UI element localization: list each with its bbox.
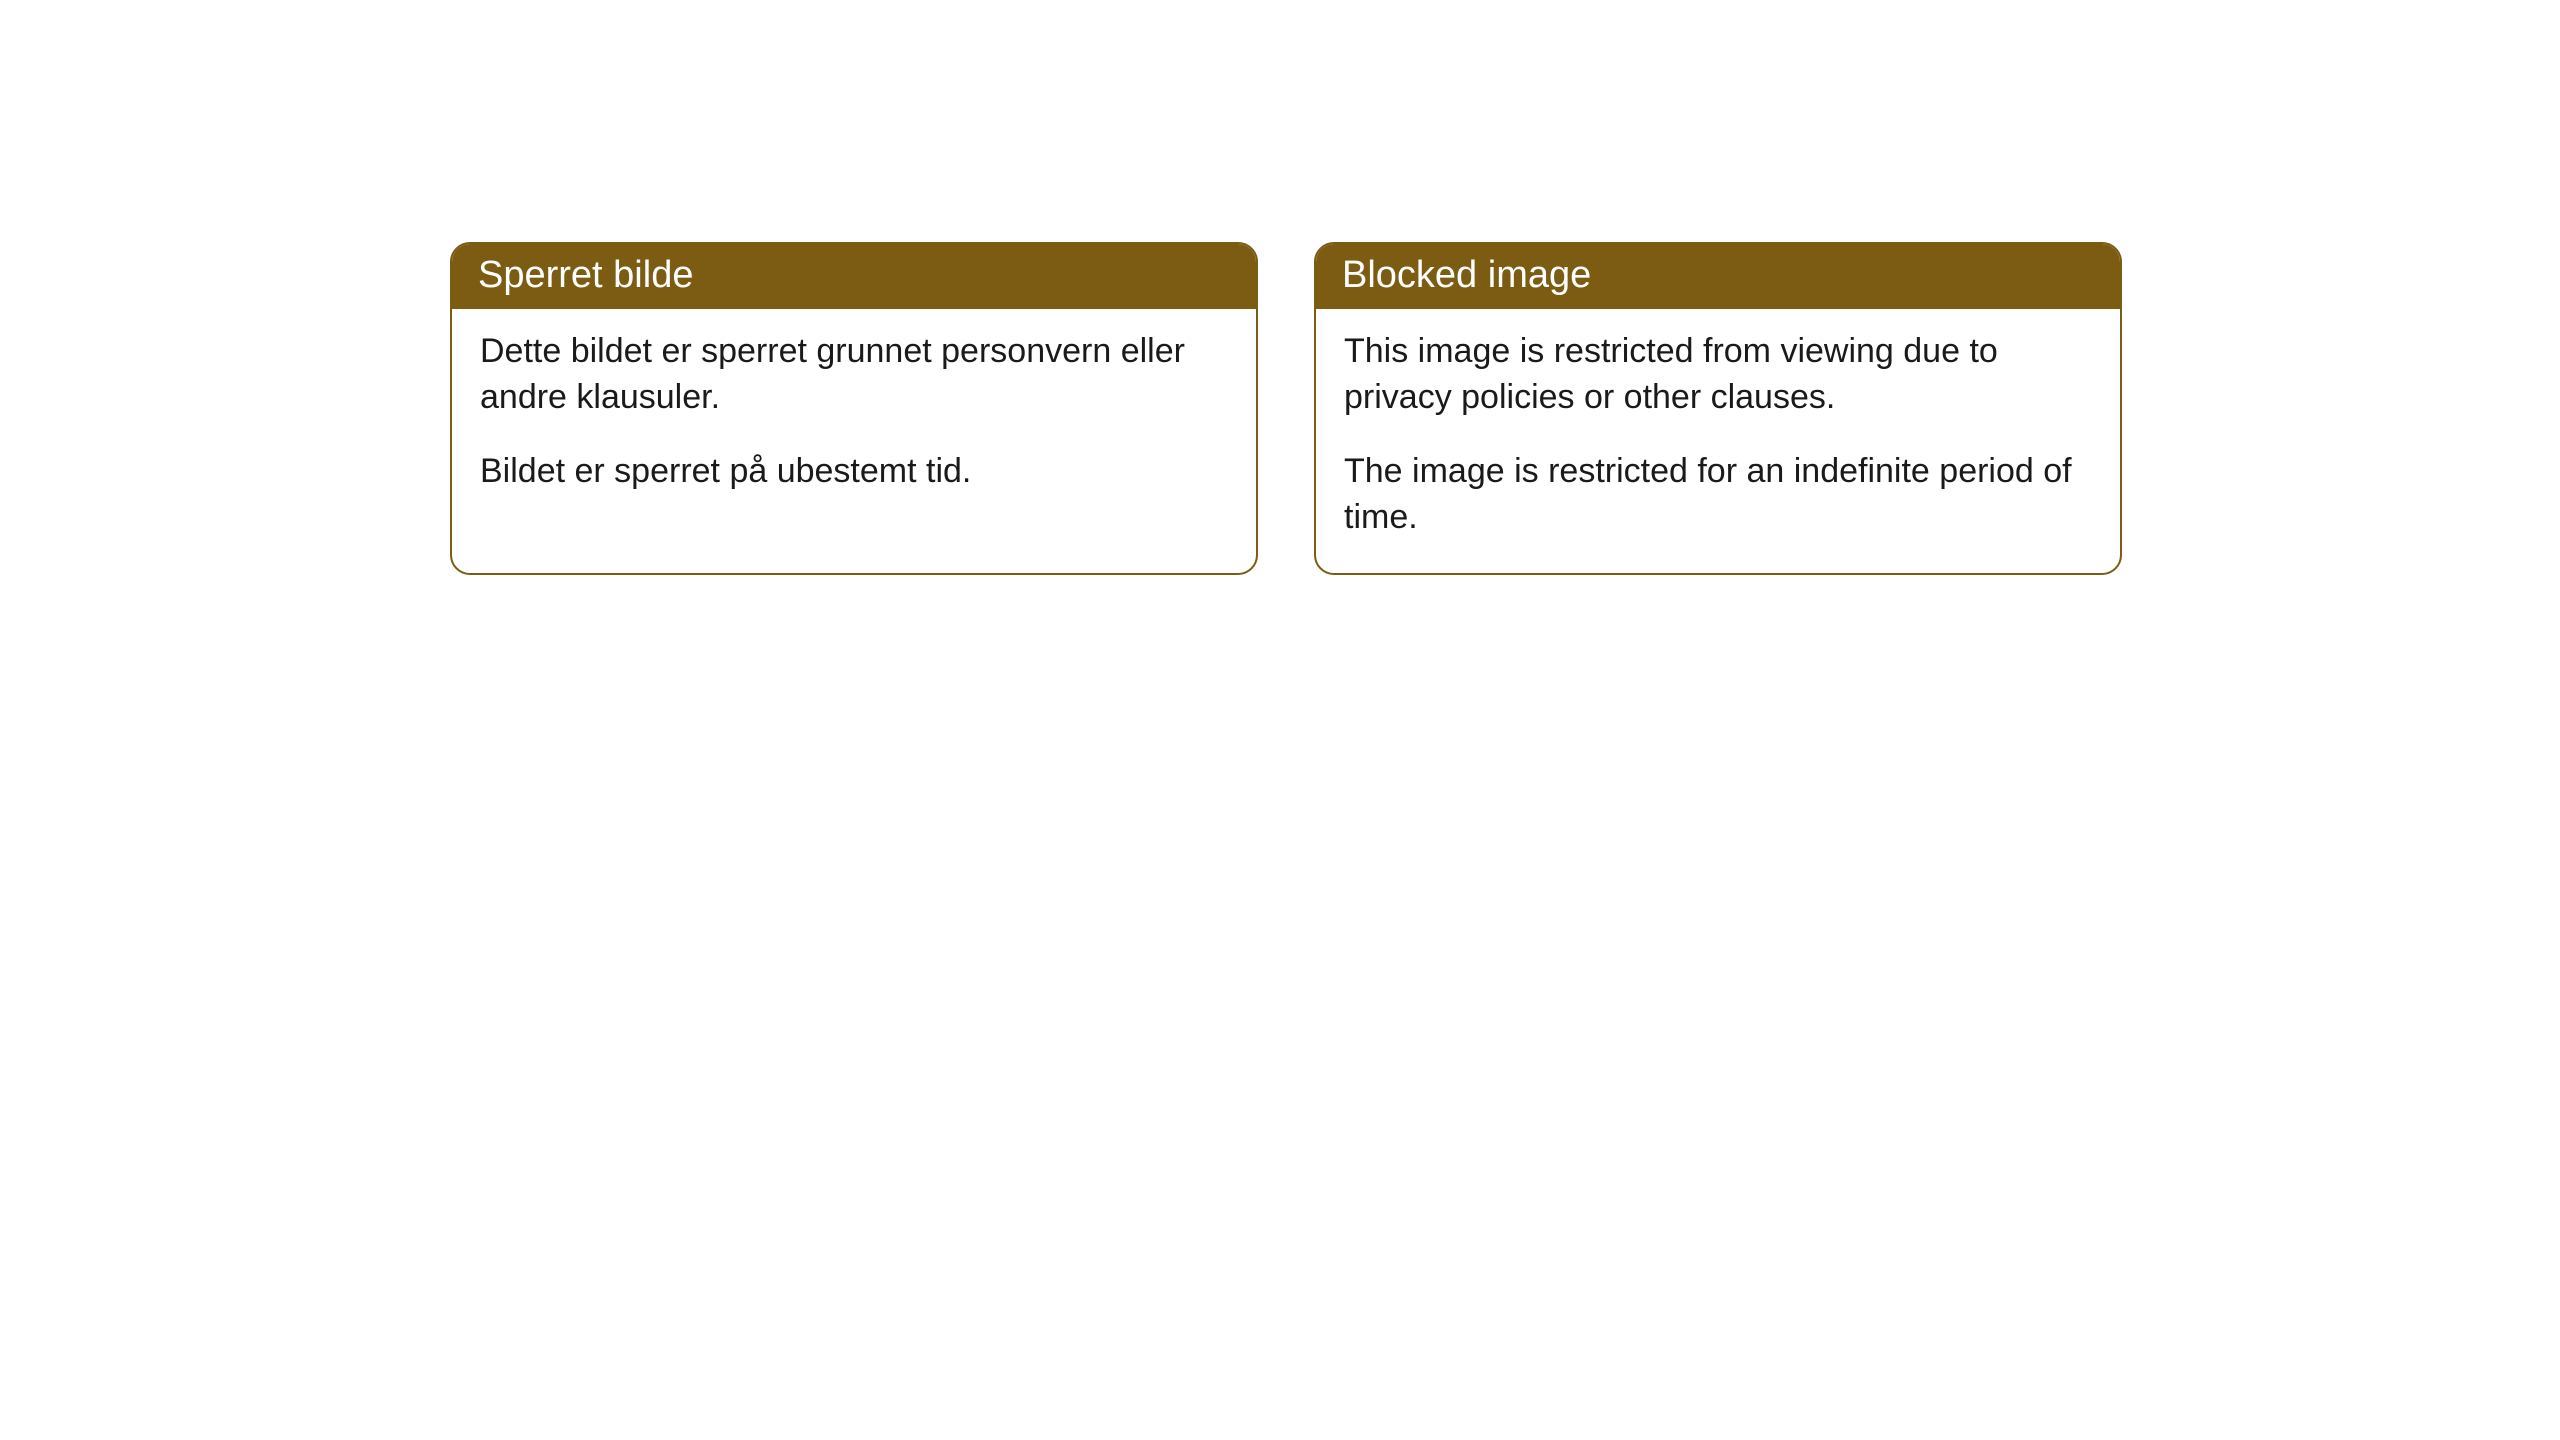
card-paragraph: The image is restricted for an indefinit… [1344,449,2092,541]
card-paragraph: This image is restricted from viewing du… [1344,329,2092,421]
card-body: This image is restricted from viewing du… [1316,309,2120,573]
card-header: Blocked image [1316,244,2120,309]
card-paragraph: Bildet er sperret på ubestemt tid. [480,449,1228,495]
card-body: Dette bildet er sperret grunnet personve… [452,309,1256,527]
notice-card-norwegian: Sperret bilde Dette bildet er sperret gr… [450,242,1258,575]
notice-cards-container: Sperret bilde Dette bildet er sperret gr… [450,242,2122,575]
card-paragraph: Dette bildet er sperret grunnet personve… [480,329,1228,421]
card-header: Sperret bilde [452,244,1256,309]
notice-card-english: Blocked image This image is restricted f… [1314,242,2122,575]
